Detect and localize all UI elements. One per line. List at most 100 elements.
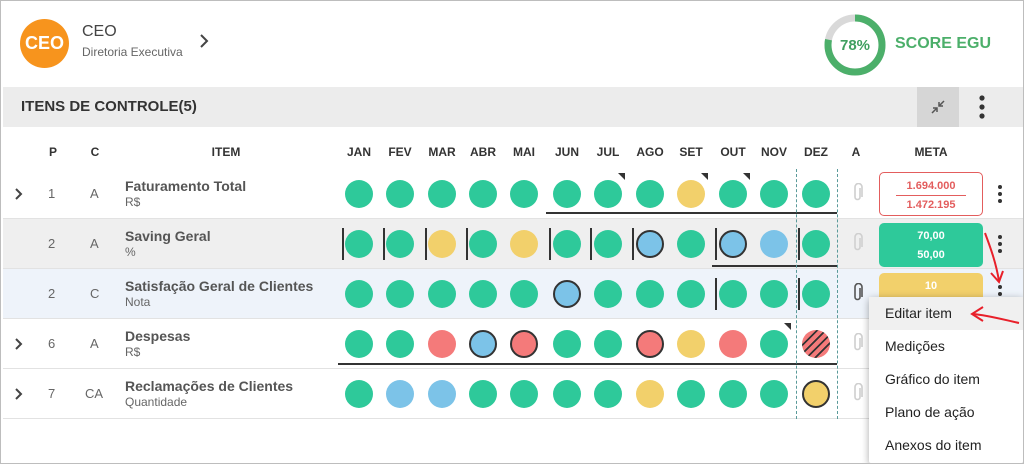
status-dot[interactable]	[386, 230, 414, 258]
column-header-month[interactable]: OUT	[720, 145, 746, 159]
status-dot[interactable]	[469, 280, 497, 308]
status-dot[interactable]	[802, 380, 830, 408]
column-header-month[interactable]: MAR	[428, 145, 456, 159]
column-header-p[interactable]: P	[48, 145, 57, 159]
status-dot[interactable]	[510, 280, 538, 308]
status-dot[interactable]	[719, 330, 747, 358]
status-dot[interactable]	[553, 230, 581, 258]
status-dot[interactable]	[594, 180, 622, 208]
status-dot[interactable]	[345, 330, 373, 358]
status-dot[interactable]	[719, 280, 747, 308]
status-dot[interactable]	[760, 280, 788, 308]
status-dot[interactable]	[469, 380, 497, 408]
status-dot[interactable]	[510, 230, 538, 258]
status-dot[interactable]	[594, 230, 622, 258]
menu-item-measurements[interactable]: Medições	[885, 338, 945, 354]
column-header-month[interactable]: FEV	[388, 145, 412, 159]
status-dot[interactable]	[594, 380, 622, 408]
attachment-icon[interactable]	[851, 233, 865, 253]
status-dot[interactable]	[345, 180, 373, 208]
row-menu-icon[interactable]	[993, 233, 1007, 255]
row-menu-icon[interactable]	[993, 183, 1007, 205]
status-dot[interactable]	[719, 230, 747, 258]
status-dot[interactable]	[345, 380, 373, 408]
status-dot[interactable]	[677, 230, 705, 258]
column-header-month[interactable]: NOV	[760, 145, 787, 159]
column-header-month[interactable]: AGO	[636, 145, 664, 159]
meta-target[interactable]: 70,00 50,00	[879, 223, 983, 267]
row-item-name[interactable]: Reclamações de Clientes	[125, 378, 294, 394]
status-dot[interactable]	[594, 280, 622, 308]
status-dot[interactable]	[677, 180, 705, 208]
status-dot[interactable]	[386, 280, 414, 308]
column-header-month[interactable]: JUN	[554, 145, 579, 159]
table-row[interactable]: 2 A Saving Geral% 70,00 50,00	[3, 219, 1023, 269]
attachment-icon[interactable]	[851, 283, 865, 303]
status-dot[interactable]	[469, 180, 497, 208]
attachment-icon[interactable]	[851, 183, 865, 203]
column-header-month[interactable]: JUL	[596, 145, 620, 159]
status-dot[interactable]	[553, 280, 581, 308]
column-header-month[interactable]: MAI	[513, 145, 535, 159]
menu-item-chart[interactable]: Gráfico do item	[885, 371, 980, 387]
row-item-name[interactable]: Faturamento Total	[125, 178, 247, 194]
expand-chevron-icon[interactable]	[13, 186, 25, 202]
status-dot[interactable]	[636, 380, 664, 408]
status-dot[interactable]	[760, 330, 788, 358]
status-dot[interactable]	[760, 380, 788, 408]
status-dot[interactable]	[428, 180, 456, 208]
status-dot[interactable]	[719, 380, 747, 408]
status-dot[interactable]	[636, 230, 664, 258]
status-dot[interactable]	[510, 330, 538, 358]
status-dot[interactable]	[760, 230, 788, 258]
menu-item-action-plan[interactable]: Plano de ação	[885, 404, 975, 420]
status-dot[interactable]	[802, 330, 830, 358]
avatar[interactable]: CEO	[20, 19, 69, 68]
status-dot[interactable]	[802, 180, 830, 208]
table-row[interactable]: 7 CA Reclamações de Clientes Quantidade	[3, 369, 1023, 419]
status-dot[interactable]	[636, 330, 664, 358]
status-dot[interactable]	[677, 280, 705, 308]
row-item-name[interactable]: Satisfação Geral de Clientes	[125, 278, 314, 294]
status-dot[interactable]	[428, 380, 456, 408]
column-header-c[interactable]: C	[90, 145, 100, 159]
status-dot[interactable]	[345, 280, 373, 308]
status-dot[interactable]	[510, 380, 538, 408]
chevron-right-icon[interactable]	[197, 31, 211, 51]
expand-chevron-icon[interactable]	[13, 386, 25, 402]
status-dot[interactable]	[386, 180, 414, 208]
menu-item-edit[interactable]: Editar item	[869, 297, 1023, 330]
menu-item-attachments[interactable]: Anexos do item	[885, 437, 982, 453]
status-dot[interactable]	[469, 330, 497, 358]
status-dot[interactable]	[677, 330, 705, 358]
status-dot[interactable]	[719, 180, 747, 208]
column-header-month[interactable]: DEZ	[804, 145, 828, 159]
status-dot[interactable]	[802, 230, 830, 258]
column-header-a[interactable]: A	[851, 145, 861, 159]
status-dot[interactable]	[428, 230, 456, 258]
status-dot[interactable]	[636, 280, 664, 308]
status-dot[interactable]	[553, 380, 581, 408]
expand-chevron-icon[interactable]	[13, 336, 25, 352]
status-dot[interactable]	[553, 330, 581, 358]
collapse-button[interactable]	[917, 87, 959, 127]
status-dot[interactable]	[760, 180, 788, 208]
attachment-icon[interactable]	[851, 383, 865, 403]
status-dot[interactable]	[386, 380, 414, 408]
attachment-icon[interactable]	[851, 333, 865, 353]
status-dot[interactable]	[345, 230, 373, 258]
status-dot[interactable]	[636, 180, 664, 208]
column-header-item[interactable]: ITEM	[211, 145, 241, 159]
row-item-name[interactable]: Despesas	[125, 328, 191, 344]
user-info[interactable]: CEO Diretoria Executiva	[82, 23, 183, 59]
row-item-name[interactable]: Saving Geral	[125, 228, 211, 244]
status-dot[interactable]	[802, 280, 830, 308]
meta-target[interactable]: 1.694.000 1.472.195	[879, 172, 983, 216]
status-dot[interactable]	[428, 330, 456, 358]
column-header-month[interactable]: JAN	[346, 145, 371, 159]
column-header-month[interactable]: SET	[679, 145, 703, 159]
status-dot[interactable]	[677, 380, 705, 408]
status-dot[interactable]	[594, 330, 622, 358]
table-row[interactable]: 1 A Faturamento Total R$ 1.694.000 1.472.195	[3, 169, 1023, 219]
table-row[interactable]: 2 C Satisfação Geral de Clientes Nota 10	[3, 269, 1023, 319]
